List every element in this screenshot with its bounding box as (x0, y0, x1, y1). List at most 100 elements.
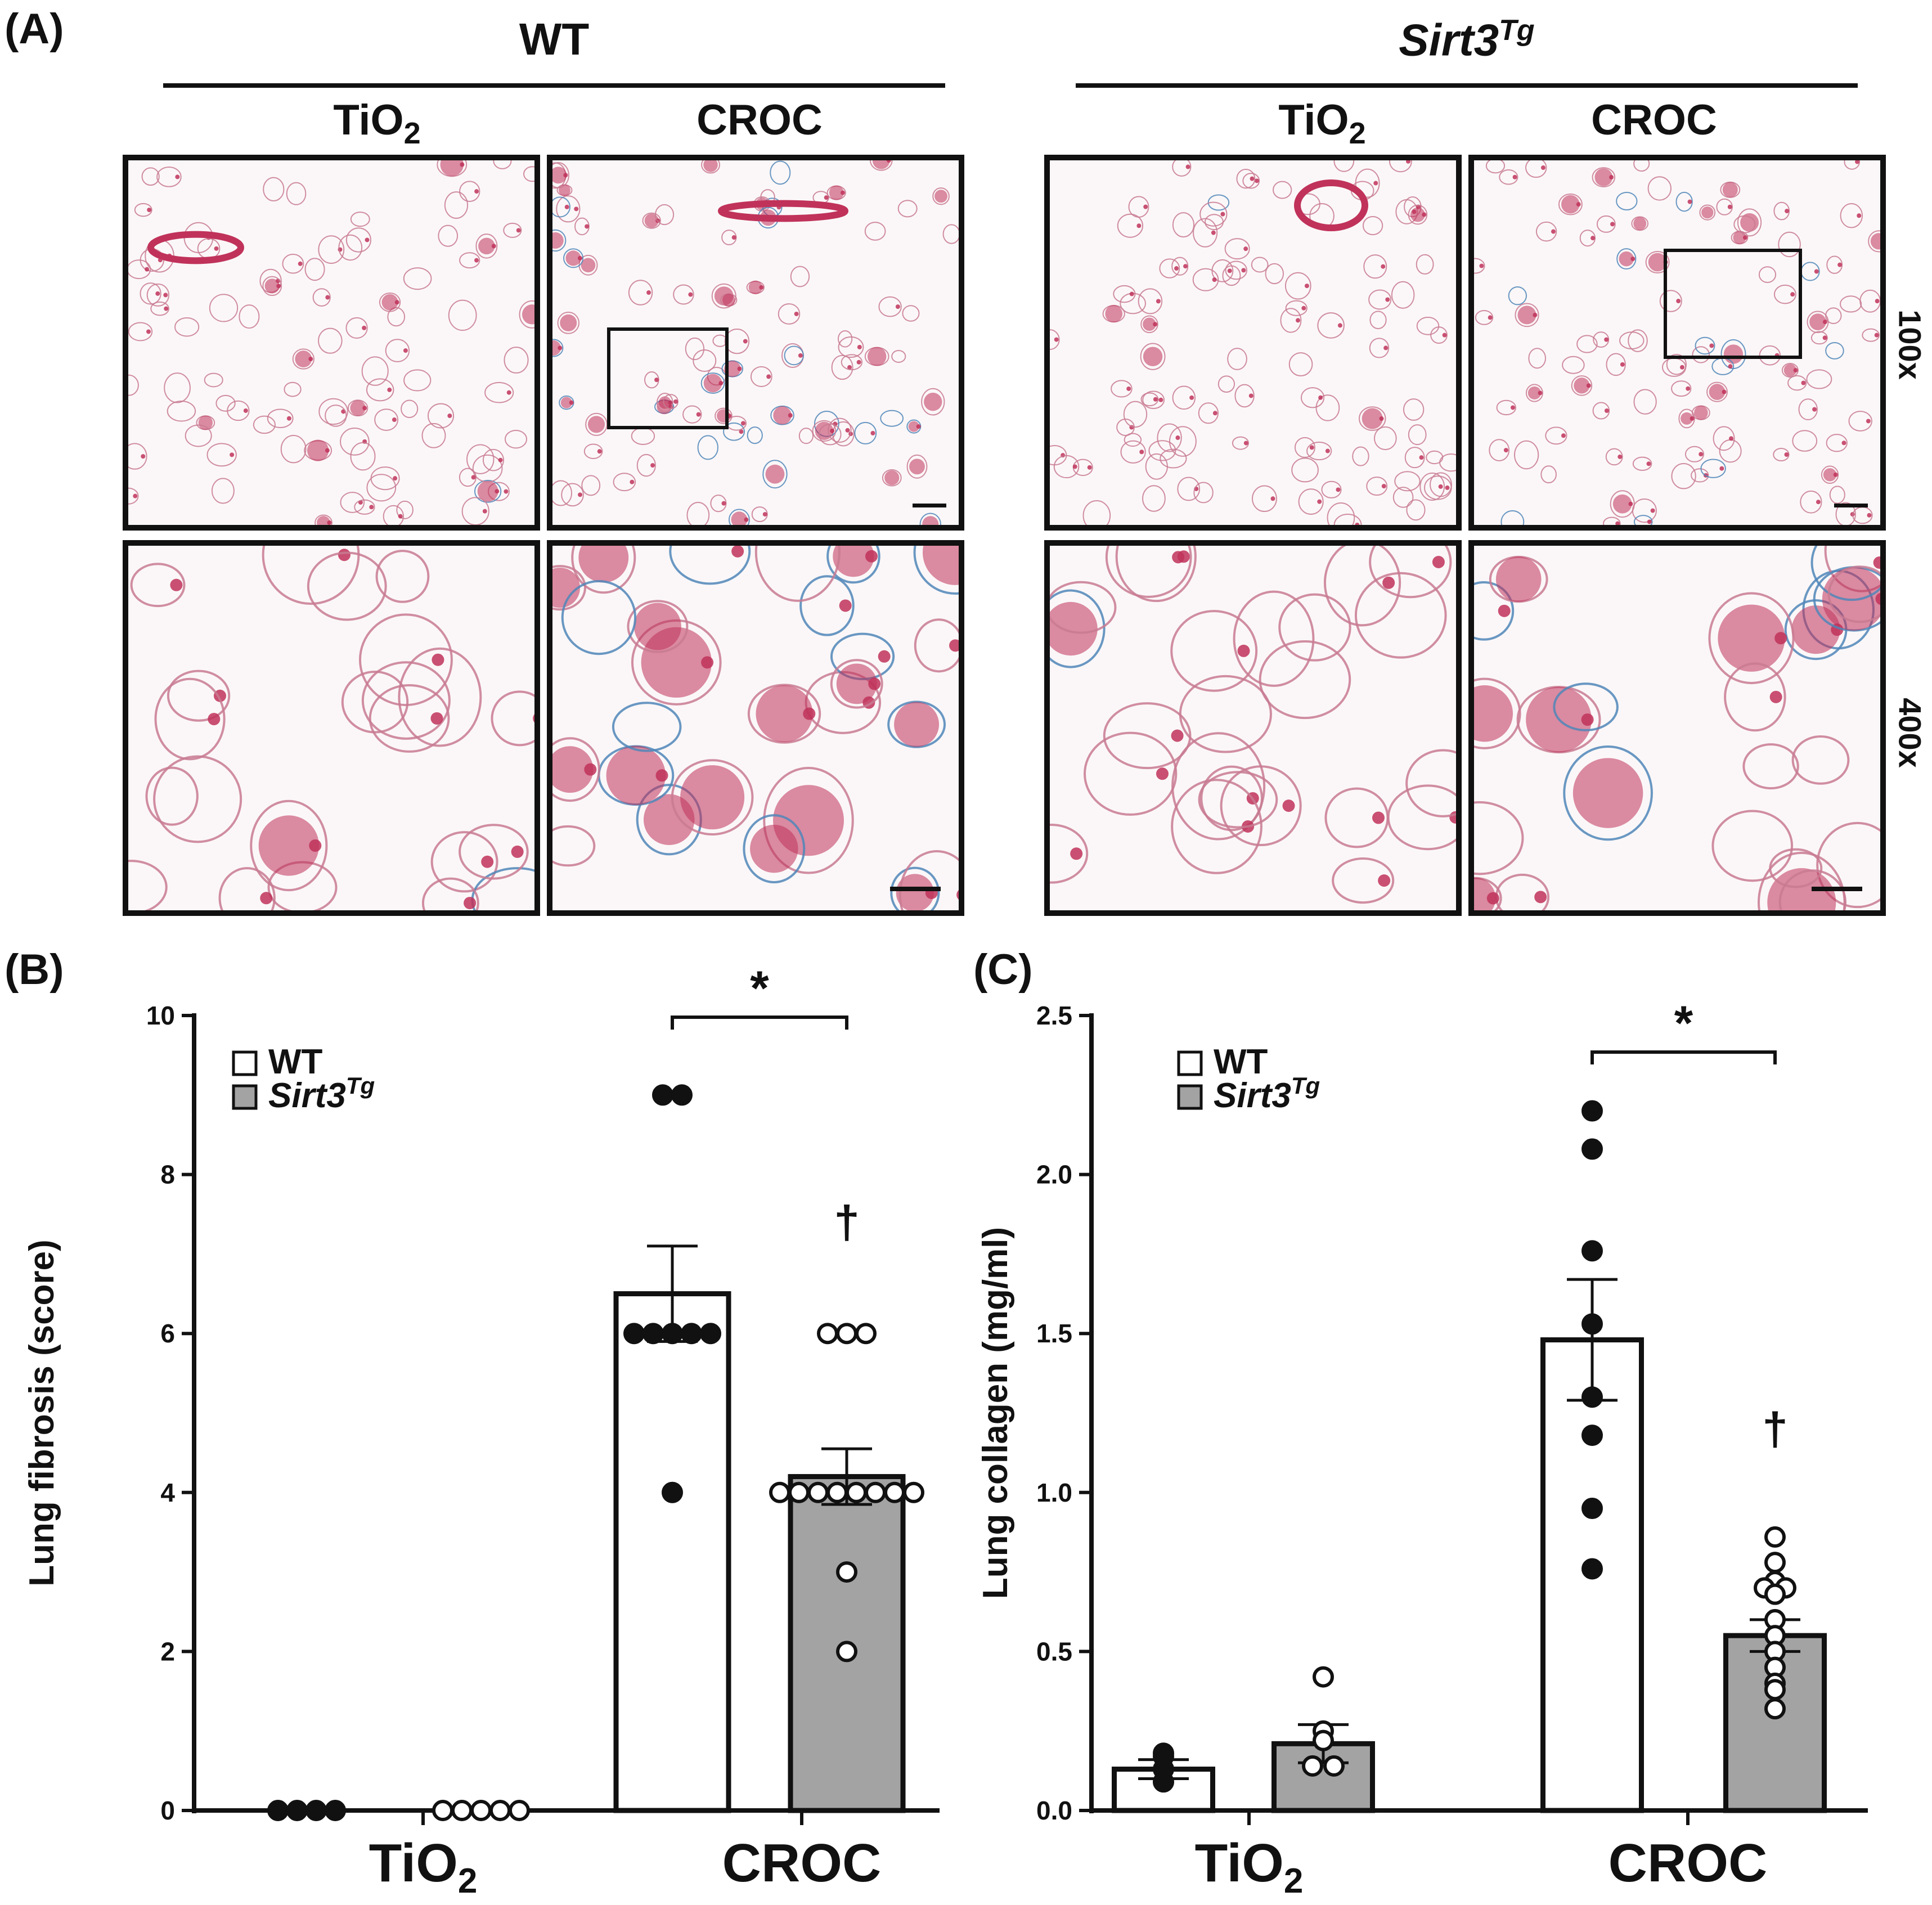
column-title-subscript: 2 (403, 116, 421, 151)
micrograph-wt-tio2-400x (123, 540, 540, 916)
magnification-label-400x: 400x (1892, 698, 1928, 768)
data-point (286, 1800, 308, 1821)
micrograph-image (1050, 546, 1456, 910)
legend-swatch (232, 1084, 258, 1110)
group-rule-sirt3 (1076, 83, 1858, 88)
column-title-text: CROC (697, 96, 823, 144)
data-point (509, 1800, 530, 1821)
data-point (1764, 1679, 1786, 1701)
significance-asterisk: * (750, 962, 769, 1016)
data-point (1153, 1771, 1174, 1793)
data-point (769, 1481, 790, 1503)
chart-lung-fibrosis: 0 2 4 6 8 10 Lung fibrosis (score) TiO2 CROC * † WT… (0, 951, 956, 1902)
y-tick-label: 0 (160, 1796, 175, 1825)
data-point (1764, 1583, 1786, 1605)
data-point (1581, 1425, 1603, 1446)
data-point (836, 1323, 857, 1345)
data-point (1313, 1666, 1334, 1688)
data-point (642, 1323, 664, 1345)
data-point (836, 1561, 857, 1583)
data-point (903, 1481, 924, 1503)
legend-swatch (232, 1050, 258, 1076)
data-point (855, 1323, 877, 1345)
data-point (865, 1481, 886, 1503)
column-title-sirt3-tio2: TiO2 (1238, 96, 1407, 151)
micrograph-image (552, 160, 959, 525)
data-point (1581, 1313, 1603, 1335)
data-point (1581, 1498, 1603, 1520)
y-tick-label: 0.0 (1036, 1796, 1072, 1825)
y-tick-label: 1.0 (1036, 1478, 1072, 1507)
data-point (623, 1323, 645, 1345)
legend-label: WT (1214, 1043, 1268, 1081)
column-title-text: CROC (1591, 96, 1717, 144)
data-point (836, 1641, 857, 1663)
group-title-wt: WT (163, 14, 945, 65)
significance-bracket (1590, 1050, 1777, 1064)
data-point (788, 1481, 810, 1503)
significance-bracket (671, 1016, 848, 1030)
data-point (1313, 1729, 1334, 1751)
data-point (662, 1481, 683, 1503)
x-category-label: CROC (1608, 1833, 1768, 1893)
group-title-sirt3-superscript: Tg (1499, 14, 1535, 47)
micrograph-wt-croc-100x (547, 155, 964, 531)
x-category-label: TiO2 (1195, 1833, 1304, 1900)
panel-c-label: (C) (973, 946, 1033, 994)
data-point (325, 1800, 346, 1821)
data-point (826, 1481, 848, 1503)
significance-dagger: † (1762, 1404, 1788, 1455)
data-point (700, 1323, 721, 1345)
data-point (1581, 1100, 1603, 1122)
data-point (432, 1800, 453, 1821)
group-rule-wt (163, 83, 945, 88)
y-axis-label: Lung collagen (mg/ml) (976, 1227, 1015, 1599)
data-point (1581, 1386, 1603, 1408)
data-point (1581, 1138, 1603, 1160)
micrograph-sirt3-croc-100x (1468, 155, 1886, 531)
data-point (1581, 1240, 1603, 1262)
x-category-label: CROC (722, 1833, 882, 1893)
data-point (1764, 1526, 1786, 1548)
micrograph-image (128, 546, 534, 910)
chart-lung-collagen-svg: 0.0 0.5 1.0 1.5 2.0 2.5 Lung collagen (mg/ml) T… (976, 996, 1868, 1900)
data-point (817, 1323, 838, 1345)
y-tick-label: 2 (160, 1637, 175, 1666)
micrograph-image (1474, 546, 1880, 910)
y-tick-label: 4 (160, 1478, 175, 1507)
data-point (681, 1323, 702, 1345)
y-tick-label: 2.5 (1036, 1001, 1072, 1030)
y-tick-label: 2.0 (1036, 1160, 1072, 1189)
micrograph-image (1050, 160, 1456, 525)
y-tick-label: 1.5 (1036, 1319, 1072, 1348)
micrograph-sirt3-tio2-100x (1044, 155, 1462, 531)
micrograph-wt-croc-400x (547, 540, 964, 916)
data-point (1581, 1558, 1603, 1580)
data-point (1323, 1755, 1345, 1777)
micrograph-sirt3-croc-400x (1468, 540, 1886, 916)
column-title-subscript: 2 (1349, 116, 1366, 151)
data-point (451, 1800, 473, 1821)
group-title-sirt3: Sirt3Tg (1076, 14, 1858, 66)
significance-dagger: † (834, 1197, 860, 1248)
data-point (470, 1800, 492, 1821)
data-point (652, 1084, 673, 1106)
panel-b-label: (B) (5, 946, 64, 994)
legend-swatch (1177, 1050, 1203, 1076)
column-title-text: TiO (333, 96, 404, 144)
magnification-label-100x: 100x (1892, 309, 1928, 380)
legend-swatch (1177, 1084, 1203, 1110)
bar (613, 1291, 731, 1813)
y-axis-label: Lung fibrosis (score) (23, 1239, 61, 1587)
data-point (267, 1800, 289, 1821)
column-title-sirt3-croc: CROC (1542, 96, 1767, 145)
x-category-label: TiO2 (369, 1833, 478, 1900)
data-point (1764, 1698, 1786, 1720)
y-tick-label: 8 (160, 1160, 175, 1189)
data-point (489, 1800, 511, 1821)
data-point (807, 1481, 829, 1503)
column-title-wt-tio2: TiO2 (293, 96, 461, 151)
legend-label: Sirt3Tg (268, 1072, 375, 1115)
y-tick-label: 6 (160, 1319, 175, 1348)
data-point (1302, 1755, 1323, 1777)
